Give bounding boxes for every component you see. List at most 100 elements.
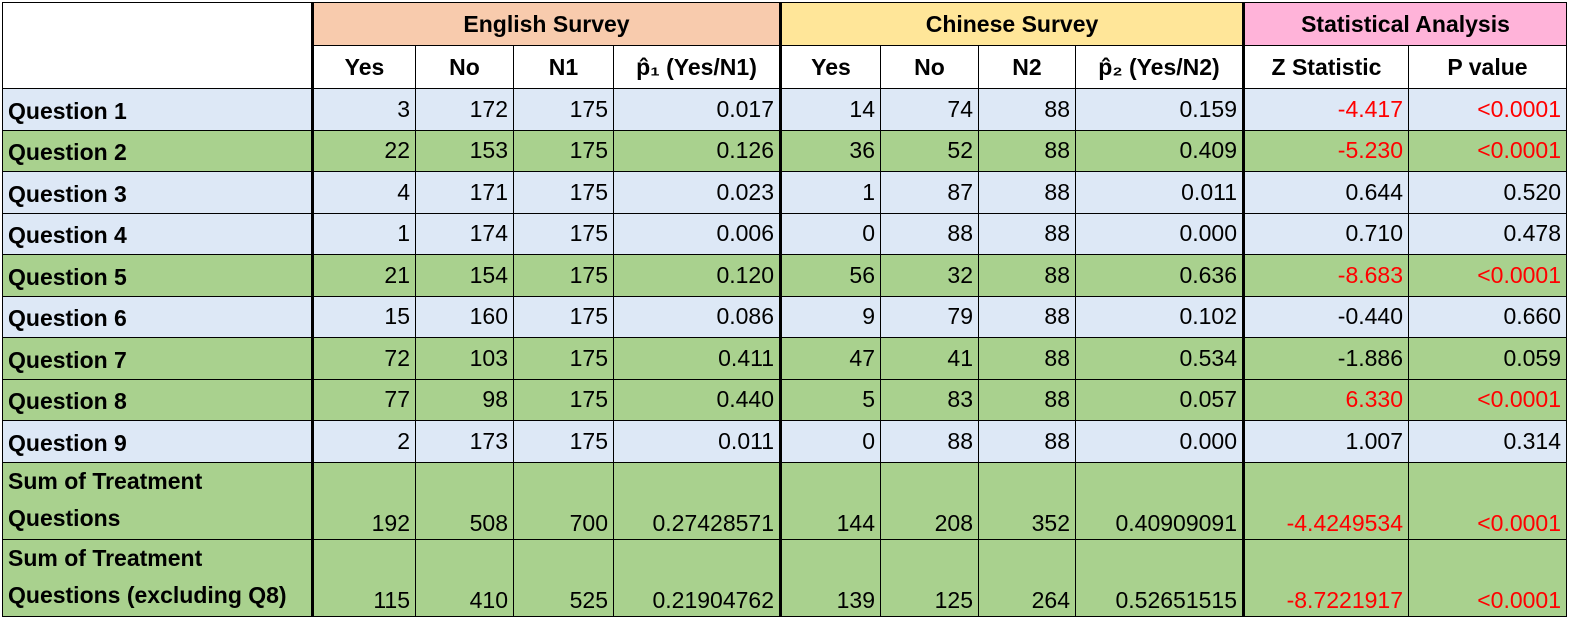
table-cell: 0.314 (1408, 420, 1567, 463)
row-label: Question 7 (2, 337, 313, 380)
table-row: Question 2 22 153 175 0.126 36 52 88 0.409 -5.230… (2, 129, 1567, 172)
table-cell: 172 (415, 88, 514, 131)
table-cell: 160 (415, 295, 514, 338)
table-cell: 2 (311, 420, 416, 463)
row-label: Sum of Treatment Questions (2, 461, 313, 540)
table-cell: 154 (415, 254, 514, 297)
table-cell: 0.40909091 (1075, 461, 1244, 540)
table-cell: 175 (513, 254, 614, 297)
table-cell: 0.159 (1075, 88, 1244, 131)
table-cell: 115 (311, 538, 416, 617)
table-cell: 410 (415, 538, 514, 617)
table-cell: 0.440 (613, 378, 781, 421)
table-cell: 88 (978, 337, 1076, 380)
row-label: Question 1 (2, 88, 313, 131)
table-cell: 525 (513, 538, 614, 617)
corner-cell (2, 2, 313, 89)
column-header-row: Yes No N1 p̂₁ (Yes/N1) Yes No N2 p̂₂ (Yes/N2) Z … (3, 45, 1567, 89)
row-label: Question 4 (2, 212, 313, 255)
table-cell: 0.120 (613, 254, 781, 297)
table-cell: 32 (880, 254, 979, 297)
group-header: Chinese Survey (779, 2, 1244, 46)
table-cell: 0.006 (613, 212, 781, 255)
table-cell: 88 (880, 212, 979, 255)
table-cell: <0.0001 (1408, 129, 1567, 172)
table-cell: 0.000 (1075, 420, 1244, 463)
table-cell: 0.478 (1408, 212, 1567, 255)
table-cell: 0.21904762 (613, 538, 781, 617)
table-cell: 0.636 (1075, 254, 1244, 297)
table-cell: 352 (978, 461, 1076, 540)
row-label: Question 6 (2, 295, 313, 338)
table-cell: 47 (779, 337, 881, 380)
table-cell: 175 (513, 378, 614, 421)
table-cell: 0 (779, 212, 881, 255)
table-cell: 88 (978, 212, 1076, 255)
table-cell: 264 (978, 538, 1076, 617)
table-cell: 171 (415, 171, 514, 214)
table-cell: 175 (513, 212, 614, 255)
table-cell: 88 (978, 378, 1076, 421)
table-cell: -5.230 (1242, 129, 1409, 172)
table-cell: 175 (513, 88, 614, 131)
table-cell: 15 (311, 295, 416, 338)
table-header: English Survey Chinese Survey Statistical … (2, 2, 1567, 89)
table-cell: 175 (513, 337, 614, 380)
table-cell: 1 (311, 212, 416, 255)
table-cell: 88 (880, 420, 979, 463)
table-cell: 88 (978, 88, 1076, 131)
table-cell: 0.411 (613, 337, 781, 380)
table-row: Question 4 1 174 175 0.006 0 88 88 0.000 0.710 0.4… (2, 212, 1567, 255)
table-cell: -1.886 (1242, 337, 1409, 380)
table-cell: 3 (311, 88, 416, 131)
table-cell: 0.27428571 (613, 461, 781, 540)
row-label: Sum of Treatment Questions (excluding Q8… (2, 538, 313, 617)
column-header: N2 (978, 45, 1076, 89)
table-cell: <0.0001 (1408, 378, 1567, 421)
table-cell: <0.0001 (1408, 254, 1567, 297)
table-cell: 5 (779, 378, 881, 421)
table-row: Question 6 15 160 175 0.086 9 79 88 0.102 -0.440 0… (2, 295, 1567, 338)
column-header: Z Statistic (1242, 45, 1409, 89)
table-cell: -4.4249534 (1242, 461, 1409, 540)
table-cell: 22 (311, 129, 416, 172)
table-cell: 173 (415, 420, 514, 463)
table-cell: 0.409 (1075, 129, 1244, 172)
table-cell: 6.330 (1242, 378, 1409, 421)
group-header-row: English Survey Chinese Survey Statistical … (2, 2, 1567, 89)
table-cell: 98 (415, 378, 514, 421)
table-cell: 88 (978, 171, 1076, 214)
table-cell: 21 (311, 254, 416, 297)
table-cell: 208 (880, 461, 979, 540)
column-header: P value (1408, 45, 1567, 89)
row-label: Question 2 (2, 129, 313, 172)
row-label: Question 9 (2, 420, 313, 463)
table-cell: 83 (880, 378, 979, 421)
group-header: English Survey (311, 2, 781, 46)
table-cell: 52 (880, 129, 979, 172)
table-cell: 1.007 (1242, 420, 1409, 463)
table-cell: 103 (415, 337, 514, 380)
table-cell: 0.057 (1075, 378, 1244, 421)
table-cell: 174 (415, 212, 514, 255)
table-cell: 74 (880, 88, 979, 131)
table-cell: 9 (779, 295, 881, 338)
table-cell: -8.683 (1242, 254, 1409, 297)
table-row: Question 1 3 172 175 0.017 14 74 88 0.159 -4.417 <… (2, 88, 1567, 131)
table-cell: 79 (880, 295, 979, 338)
results-table: English Survey Chinese Survey Statistical … (2, 2, 1567, 617)
row-label: Question 8 (2, 378, 313, 421)
table-cell: 508 (415, 461, 514, 540)
table-cell: 0 (779, 420, 881, 463)
table-cell: 175 (513, 171, 614, 214)
column-header: N1 (513, 45, 614, 89)
column-header: No (415, 45, 514, 89)
table-row: Question 5 21 154 175 0.120 56 32 88 0.636 -8.683… (2, 254, 1567, 297)
table-cell: 72 (311, 337, 416, 380)
table-cell: 153 (415, 129, 514, 172)
table-cell: -8.7221917 (1242, 538, 1409, 617)
table-cell: 0.660 (1408, 295, 1567, 338)
table-cell: 0.023 (613, 171, 781, 214)
table-row: Question 9 2 173 175 0.011 0 88 88 0.000 1.007 0.3… (2, 420, 1567, 463)
